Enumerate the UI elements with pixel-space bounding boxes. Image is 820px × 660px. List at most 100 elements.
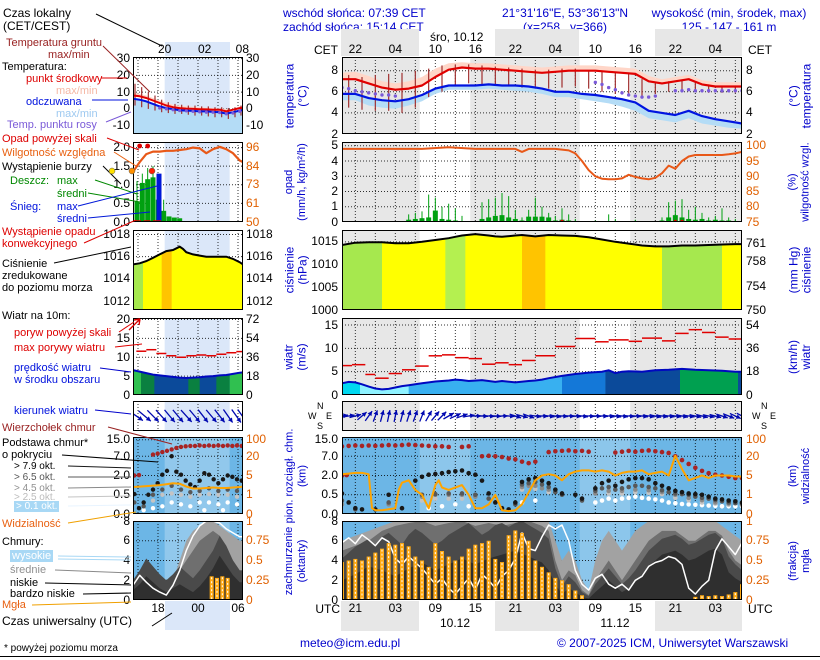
legend-cloud-base-2: o pokryciu: [2, 449, 53, 461]
legend-clouds-mid: średnie: [10, 564, 47, 576]
tick-label: 0: [746, 387, 753, 402]
axis-ticks: -10 0 10 20 30: [99, 52, 130, 134]
tick-label: -10: [246, 118, 264, 133]
mini-precipitation-panel: [133, 142, 243, 222]
tick-label: 0: [246, 506, 253, 521]
wind-direction-panel: [342, 401, 742, 431]
time-label: 10: [588, 42, 602, 56]
date-10-12: 10.12: [439, 616, 471, 630]
mini-clouds-panel: [133, 437, 243, 514]
tick-label: 761: [746, 236, 767, 251]
time-label: 16: [468, 42, 482, 56]
axis-ticks: 0 2 4 6 8: [99, 514, 130, 606]
compass-n: N: [317, 401, 324, 411]
legend-snow: Śnieg:: [10, 201, 42, 213]
tick-label: 10: [324, 340, 338, 355]
tick-label: 2: [746, 126, 753, 141]
mini-pressure-panel: [133, 230, 243, 310]
tick-label: 100: [746, 138, 767, 153]
tick-label: 1010: [311, 257, 338, 272]
time-label: 04: [548, 42, 562, 56]
tick-label: 100: [246, 432, 267, 447]
tick-label: 18: [246, 368, 260, 383]
time-label: 22: [508, 42, 522, 56]
axis-ticks: 50 61 73 84 96: [246, 141, 280, 228]
tick-label: 0.25: [746, 572, 770, 587]
time-label: 03: [708, 601, 722, 615]
tick-label: 5: [331, 364, 338, 379]
tick-label: 1: [746, 513, 753, 528]
tick-label: 6: [746, 84, 753, 99]
cet-label-right: CET: [748, 43, 772, 57]
tick-label: 73: [246, 177, 260, 192]
tick-label: 1000: [311, 302, 338, 317]
tick-label: 4: [123, 553, 130, 567]
axis-ticks: 0 0.25 0.5 0.75 1: [746, 514, 786, 606]
legend-clouds: Chmury:: [2, 536, 44, 548]
time-label: 15: [468, 601, 482, 615]
legend-cloud-base-1: Podstawa chmur*: [2, 437, 89, 449]
axis-ticks: 2 4 6 8: [296, 57, 338, 140]
legend-feels-like: odczuwana: [26, 96, 82, 108]
tick-label: 1.0: [113, 177, 130, 192]
main-utc-ticks: 21 03 09 15 21 03 09 15 21 03: [342, 602, 742, 615]
axis-ticks: 0.0 0.5 2.0 7.0 15.0: [296, 433, 338, 520]
date-wednesday: śro, 10.12: [430, 30, 484, 44]
tick-label: 5: [246, 468, 253, 482]
legend-okta-65: > 6.5 okt.: [14, 472, 56, 483]
compass-n: N: [761, 401, 768, 411]
legend-ground-temp: Temperatura gruntu: [6, 37, 102, 49]
tick-label: 10: [116, 84, 130, 99]
legend-snow-max: max: [57, 201, 78, 213]
tick-label: 20: [116, 67, 130, 82]
local-time-label: Czas lokalny: [3, 6, 72, 20]
legend-feels-maxmin: max/min: [56, 108, 98, 120]
tick-label: 0.5: [113, 195, 130, 210]
tick-label: 20: [746, 448, 760, 463]
time-label: 20: [157, 42, 172, 56]
contact-email-link[interactable]: meteo@icm.edu.pl: [300, 636, 401, 650]
tick-label: 0: [123, 592, 130, 607]
local-time-zone: (CET/CEST): [3, 19, 71, 33]
tick-label: 2: [331, 572, 338, 587]
bottom-divider: [0, 656, 820, 657]
legend-rain-mean: średni: [57, 188, 87, 200]
compass-rose-left: N E S W: [308, 401, 334, 431]
time-label: 04: [708, 42, 722, 56]
tick-label: 1015: [311, 234, 338, 249]
tick-label: 54: [246, 330, 260, 345]
compass-s: S: [761, 421, 768, 431]
footnote-above-sea-level: * powyżej poziomu morza: [4, 643, 118, 654]
tick-label: 0.5: [746, 553, 763, 567]
tick-label: 15: [116, 330, 130, 345]
legend-okta-79: > 7.9 okt.: [14, 461, 56, 472]
time-label: 06: [231, 601, 245, 615]
tick-label: 36: [746, 340, 760, 355]
tick-label: 4: [331, 553, 338, 567]
tick-label: 10: [246, 84, 260, 99]
tick-label: 1014: [246, 271, 273, 286]
legend-thunderstorm: Wystąpienie burzy: [2, 161, 92, 173]
tick-label: 5: [331, 138, 338, 153]
tick-label: 1016: [246, 249, 273, 264]
axis-ticks: 0 2 4 6 8: [296, 514, 338, 606]
tick-label: 0: [331, 592, 338, 607]
axis-ticks: 0 1 5 20 100: [746, 433, 786, 520]
night-band: [655, 29, 742, 56]
tick-label: 1012: [246, 293, 273, 308]
mini-cloud-cover-panel: [133, 521, 243, 600]
tick-label: 8: [331, 513, 338, 528]
cet-label-left: CET: [314, 43, 338, 57]
legend-clouds-very-low: bardzo niskie: [10, 588, 75, 600]
mini-wind-panel: [133, 318, 243, 395]
tick-label: 0: [123, 387, 130, 402]
legend-precip-above-scale: Opad powyżej skali: [2, 133, 97, 145]
legend-wind10m: Wiatr na 10m:: [2, 310, 71, 322]
clouds-panel: [342, 437, 742, 514]
axis-ticks: 1000 1005 1010 1015: [296, 230, 338, 316]
night-band: [495, 29, 579, 56]
tick-label: 90: [746, 168, 760, 183]
legend-wind-speed-2: w środku obszaru: [14, 374, 101, 386]
tick-label: 2.0: [321, 468, 338, 482]
